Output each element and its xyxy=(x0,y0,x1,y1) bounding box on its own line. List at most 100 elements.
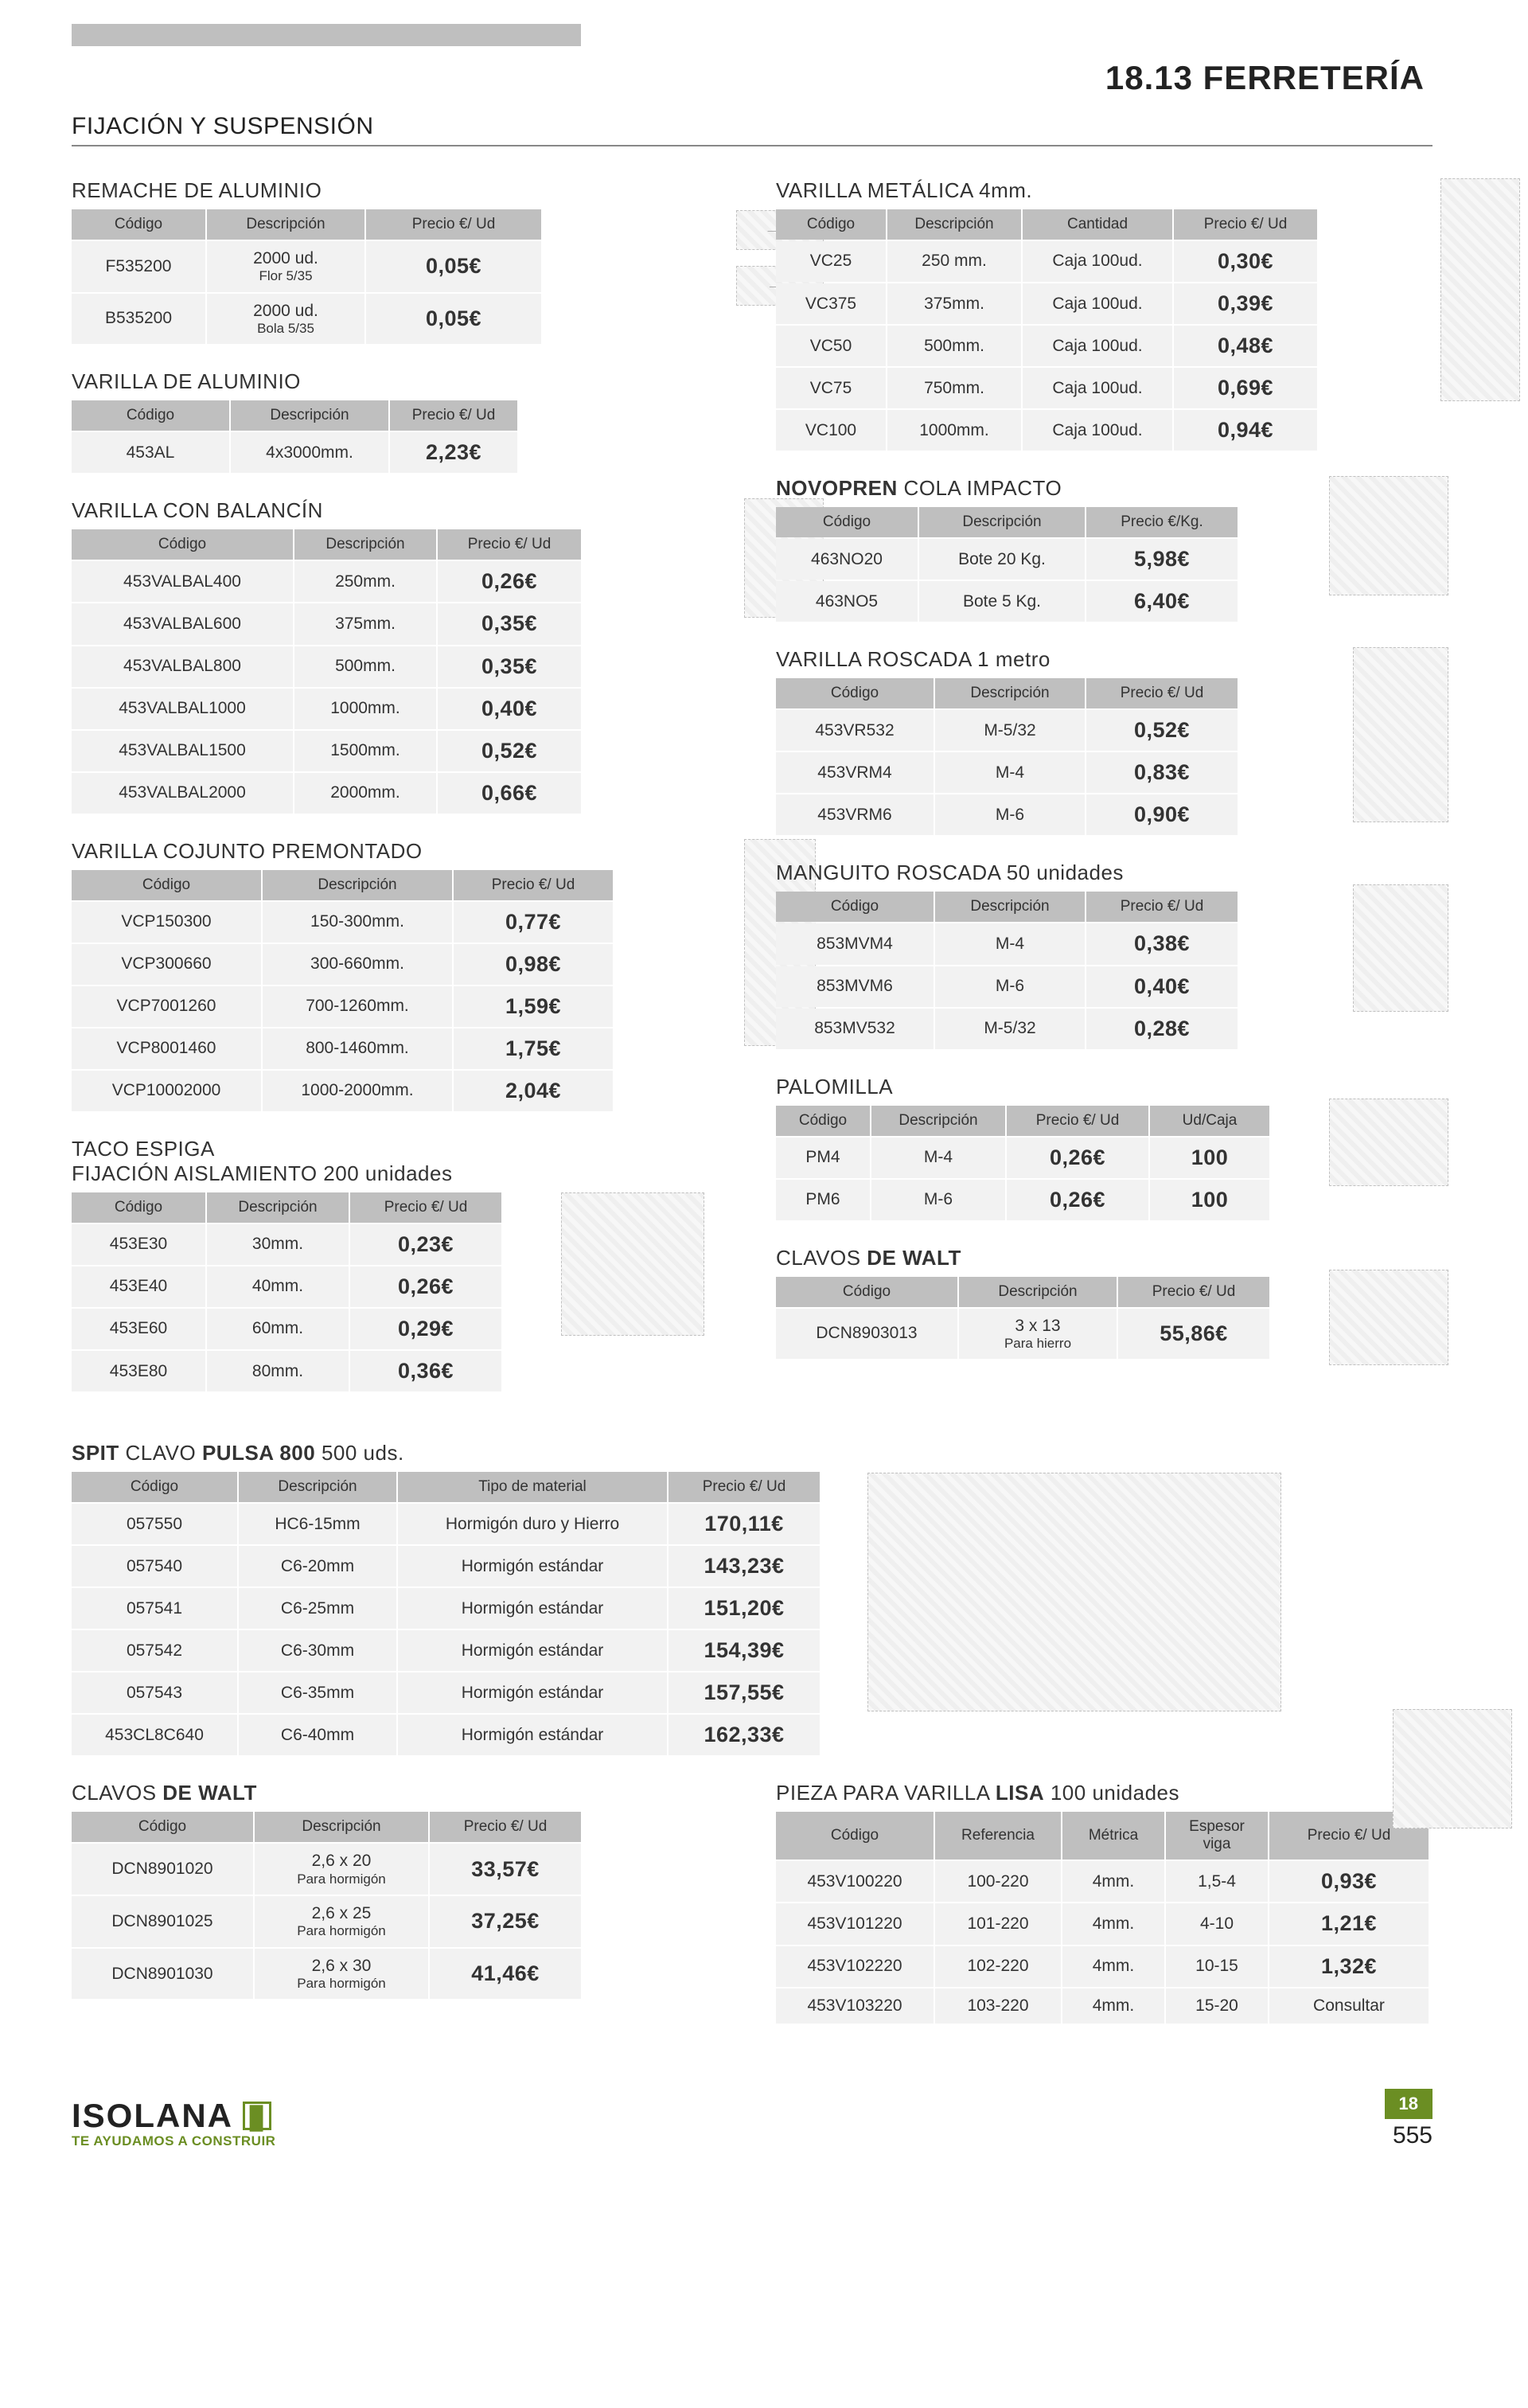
th-desc: Descripción xyxy=(263,870,454,900)
table-spit: Código Descripción Tipo de material Prec… xyxy=(72,1470,820,1757)
title-a: PIEZA PARA VARILLA xyxy=(776,1781,996,1805)
cell-price: Consultar xyxy=(1269,1988,1429,2024)
cell-price: 0,40€ xyxy=(438,689,581,729)
cell-code: DCN8903013 xyxy=(776,1309,959,1360)
th-precio: Precio €/ Ud xyxy=(454,870,613,900)
table-pieza-lisa: Código Referencia Métrica Espesor viga P… xyxy=(776,1810,1429,2024)
cell-desc: 1000mm. xyxy=(294,689,438,729)
block-title: CLAVOS DE WALT xyxy=(776,1246,1432,1270)
th-codigo: Código xyxy=(72,529,294,560)
cell-price: 162,33€ xyxy=(668,1715,820,1755)
table-row: VC1001000mm.Caja 100ud.0,94€ xyxy=(776,410,1317,451)
table-row: 463NO5Bote 5 Kg.6,40€ xyxy=(776,581,1238,622)
table-row: 453V100220100-2204mm.1,5-40,93€ xyxy=(776,1861,1429,1902)
table-row: DCN89010302,6 x 30Para hormigón41,46€ xyxy=(72,1949,581,2000)
cell-desc: 40mm. xyxy=(207,1266,350,1307)
cell-desc: C6-30mm xyxy=(239,1630,398,1671)
cell-desc: Bote 20 Kg. xyxy=(919,539,1086,580)
cell-price: 0,35€ xyxy=(438,646,581,687)
th-codigo: Código xyxy=(776,1106,871,1136)
cell-price: 2,04€ xyxy=(454,1071,613,1111)
cell-price: 0,38€ xyxy=(1086,923,1238,964)
cell-ref: 100-220 xyxy=(935,1861,1062,1902)
cell-desc: 4x3000mm. xyxy=(231,432,390,473)
cell-code: 057550 xyxy=(72,1504,239,1544)
th-met: Métrica xyxy=(1062,1812,1166,1860)
cell-extra: Caja 100ud. xyxy=(1023,283,1174,324)
block-manguito: MANGUITO ROSCADA 50 unidades Código Desc… xyxy=(776,861,1432,1050)
desc-subline: Flor 5/35 xyxy=(218,268,353,284)
table-row: VCP7001260700-1260mm.1,59€ xyxy=(72,986,613,1027)
table-row: 453E8080mm.0,36€ xyxy=(72,1351,501,1391)
cell-code: 453E60 xyxy=(72,1309,207,1349)
left-column: REMACHE DE ALUMINIO Código Descripción P… xyxy=(72,178,728,1417)
th-desc: Descripción xyxy=(239,1472,398,1502)
table-row: VC25250 mm.Caja 100ud.0,30€ xyxy=(776,241,1317,282)
table-row: PM6M-60,26€100 xyxy=(776,1180,1269,1220)
table-balancin: Código Descripción Precio €/ Ud 453VALBA… xyxy=(72,528,581,814)
cell-desc: 750mm. xyxy=(887,368,1023,408)
cell-met: 4mm. xyxy=(1062,1903,1166,1944)
cell-desc: 500mm. xyxy=(887,326,1023,366)
bottom-columns: CLAVOS DE WALT Código Descripción Precio… xyxy=(72,1781,1432,2048)
cell-price: 0,39€ xyxy=(1174,283,1317,324)
cell-price: 1,32€ xyxy=(1269,1946,1429,1987)
cell-desc: Bote 5 Kg. xyxy=(919,581,1086,622)
table-varilla-al: Código Descripción Precio €/ Ud 453AL 4x… xyxy=(72,399,517,474)
cell-code: 057540 xyxy=(72,1546,239,1586)
table-row: 453VALBAL20002000mm.0,66€ xyxy=(72,773,581,814)
table-taco: Código Descripción Precio €/ Ud 453E3030… xyxy=(72,1191,501,1393)
cell-desc: M-6 xyxy=(935,794,1086,835)
cell-code: DCN8901025 xyxy=(72,1896,255,1947)
table-header-row: Código Referencia Métrica Espesor viga P… xyxy=(776,1812,1429,1860)
cell-price: 154,39€ xyxy=(668,1630,820,1671)
table-header-row: Código Descripción Cantidad Precio €/ Ud xyxy=(776,209,1317,240)
cell-code: 853MVM6 xyxy=(776,966,935,1007)
cell-desc: 300-660mm. xyxy=(263,944,454,985)
cell-desc: 2000mm. xyxy=(294,773,438,814)
page-header: 18.13 FERRETERÍA xyxy=(72,59,1432,97)
cell-code: F535200 xyxy=(72,241,207,292)
cell-price: 0,26€ xyxy=(350,1266,501,1307)
table-header-row: Código Descripción Precio €/ Ud xyxy=(72,209,541,240)
th-precio: Precio €/ Ud xyxy=(438,529,581,560)
th-codigo: Código xyxy=(72,1192,207,1223)
block-remache: REMACHE DE ALUMINIO Código Descripción P… xyxy=(72,178,728,345)
table-row: 453CL8C640C6-40mmHormigón estándar162,33… xyxy=(72,1715,820,1755)
cell-price: 0,36€ xyxy=(350,1351,501,1391)
table-header-row: Código Descripción Precio €/ Ud xyxy=(776,892,1238,922)
cell-price: 0,29€ xyxy=(350,1309,501,1349)
block-title: VARILLA METÁLICA 4mm. xyxy=(776,178,1432,203)
table-row: 453E3030mm.0,23€ xyxy=(72,1224,501,1265)
block-pieza-lisa: PIEZA PARA VARILLA LISA 100 unidades Cód… xyxy=(776,1781,1432,2024)
cell-price: 0,93€ xyxy=(1269,1861,1429,1902)
title-b: LISA xyxy=(996,1781,1044,1805)
cell-price: 41,46€ xyxy=(430,1949,581,2000)
table-row: 453VR532M-5/320,52€ xyxy=(776,710,1238,751)
table-row: 057541C6-25mmHormigón estándar151,20€ xyxy=(72,1588,820,1629)
cell-code: 453VALBAL400 xyxy=(72,561,294,602)
cell-price: 0,52€ xyxy=(1086,710,1238,751)
cell-code: 453V102220 xyxy=(776,1946,935,1987)
th-desc: Descripción xyxy=(207,209,366,240)
cell-price: 0,48€ xyxy=(1174,326,1317,366)
cell-desc: C6-35mm xyxy=(239,1672,398,1713)
table-row: 453VALBAL400250mm.0,26€ xyxy=(72,561,581,602)
block-novopren: NOVOPREN COLA IMPACTO Código Descripción… xyxy=(776,476,1432,623)
cell-desc: 60mm. xyxy=(207,1309,350,1349)
cell-desc: 250 mm. xyxy=(887,241,1023,282)
table-dewalt1: Código Descripción Precio €/ Ud DCN89030… xyxy=(776,1275,1269,1361)
cell-price: 1,59€ xyxy=(454,986,613,1027)
cell-code: 453V101220 xyxy=(776,1903,935,1944)
table-row: VC75750mm.Caja 100ud.0,69€ xyxy=(776,368,1317,408)
cell-code: DCN8901020 xyxy=(72,1844,255,1895)
cell-desc: 80mm. xyxy=(207,1351,350,1391)
section-title: FIJACIÓN Y SUSPENSIÓN xyxy=(72,113,1432,146)
title-b: CLAVO xyxy=(119,1441,202,1465)
cell-price: 33,57€ xyxy=(430,1844,581,1895)
block-title: VARILLA DE ALUMINIO xyxy=(72,369,728,394)
cell-code: VCP150300 xyxy=(72,902,263,943)
desc-subline: Bola 5/35 xyxy=(218,321,353,337)
th-desc: Descripción xyxy=(871,1106,1007,1136)
cell-desc: 700-1260mm. xyxy=(263,986,454,1027)
